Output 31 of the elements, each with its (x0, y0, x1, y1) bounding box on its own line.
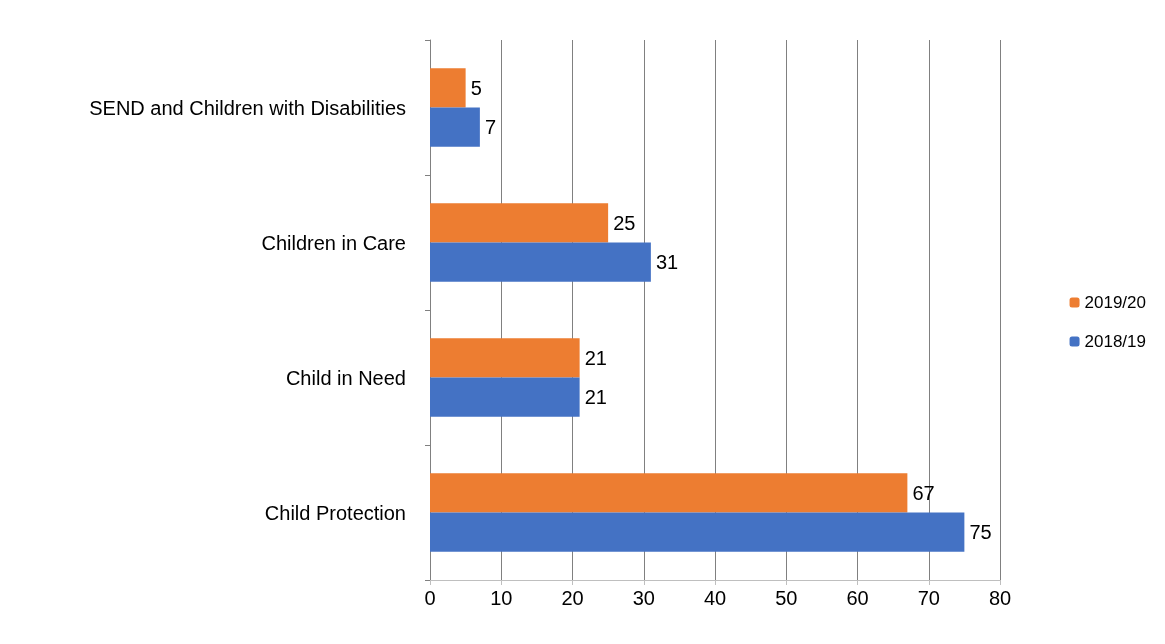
data-label: 21 (584, 346, 607, 369)
x-tick-label: 10 (490, 587, 513, 609)
y-tick-label: Children in Care (261, 231, 406, 254)
bar (430, 68, 466, 108)
bar (430, 512, 965, 552)
bar (430, 377, 580, 417)
legend-label: 2018/19 (1084, 332, 1146, 351)
x-tick-label: 30 (632, 587, 655, 609)
x-tick-label: 20 (561, 587, 584, 609)
x-tick-label: 0 (424, 587, 436, 609)
x-tick-label: 80 (988, 587, 1012, 609)
data-label: 5 (470, 76, 482, 99)
bar (430, 242, 651, 282)
data-label: 25 (613, 211, 636, 234)
y-tick-label: Child Protection (264, 501, 406, 524)
data-label: 7 (484, 116, 496, 139)
data-label: 31 (655, 251, 679, 274)
bar (430, 473, 908, 513)
bar (430, 107, 480, 147)
x-tick-label: 50 (775, 587, 798, 609)
x-tick-label: 40 (703, 587, 727, 609)
data-label: 67 (912, 481, 935, 504)
data-label: 21 (584, 386, 607, 409)
y-tick-label: SEND and Children with Disabilities (89, 96, 406, 119)
x-tick-label: 70 (917, 587, 940, 609)
x-tick-label: 60 (846, 587, 869, 609)
legend-label: 2019/20 (1084, 293, 1146, 312)
data-label: 75 (969, 521, 992, 544)
y-tick-label: Child in Need (285, 366, 406, 389)
bar (430, 203, 609, 243)
bar (430, 338, 580, 378)
